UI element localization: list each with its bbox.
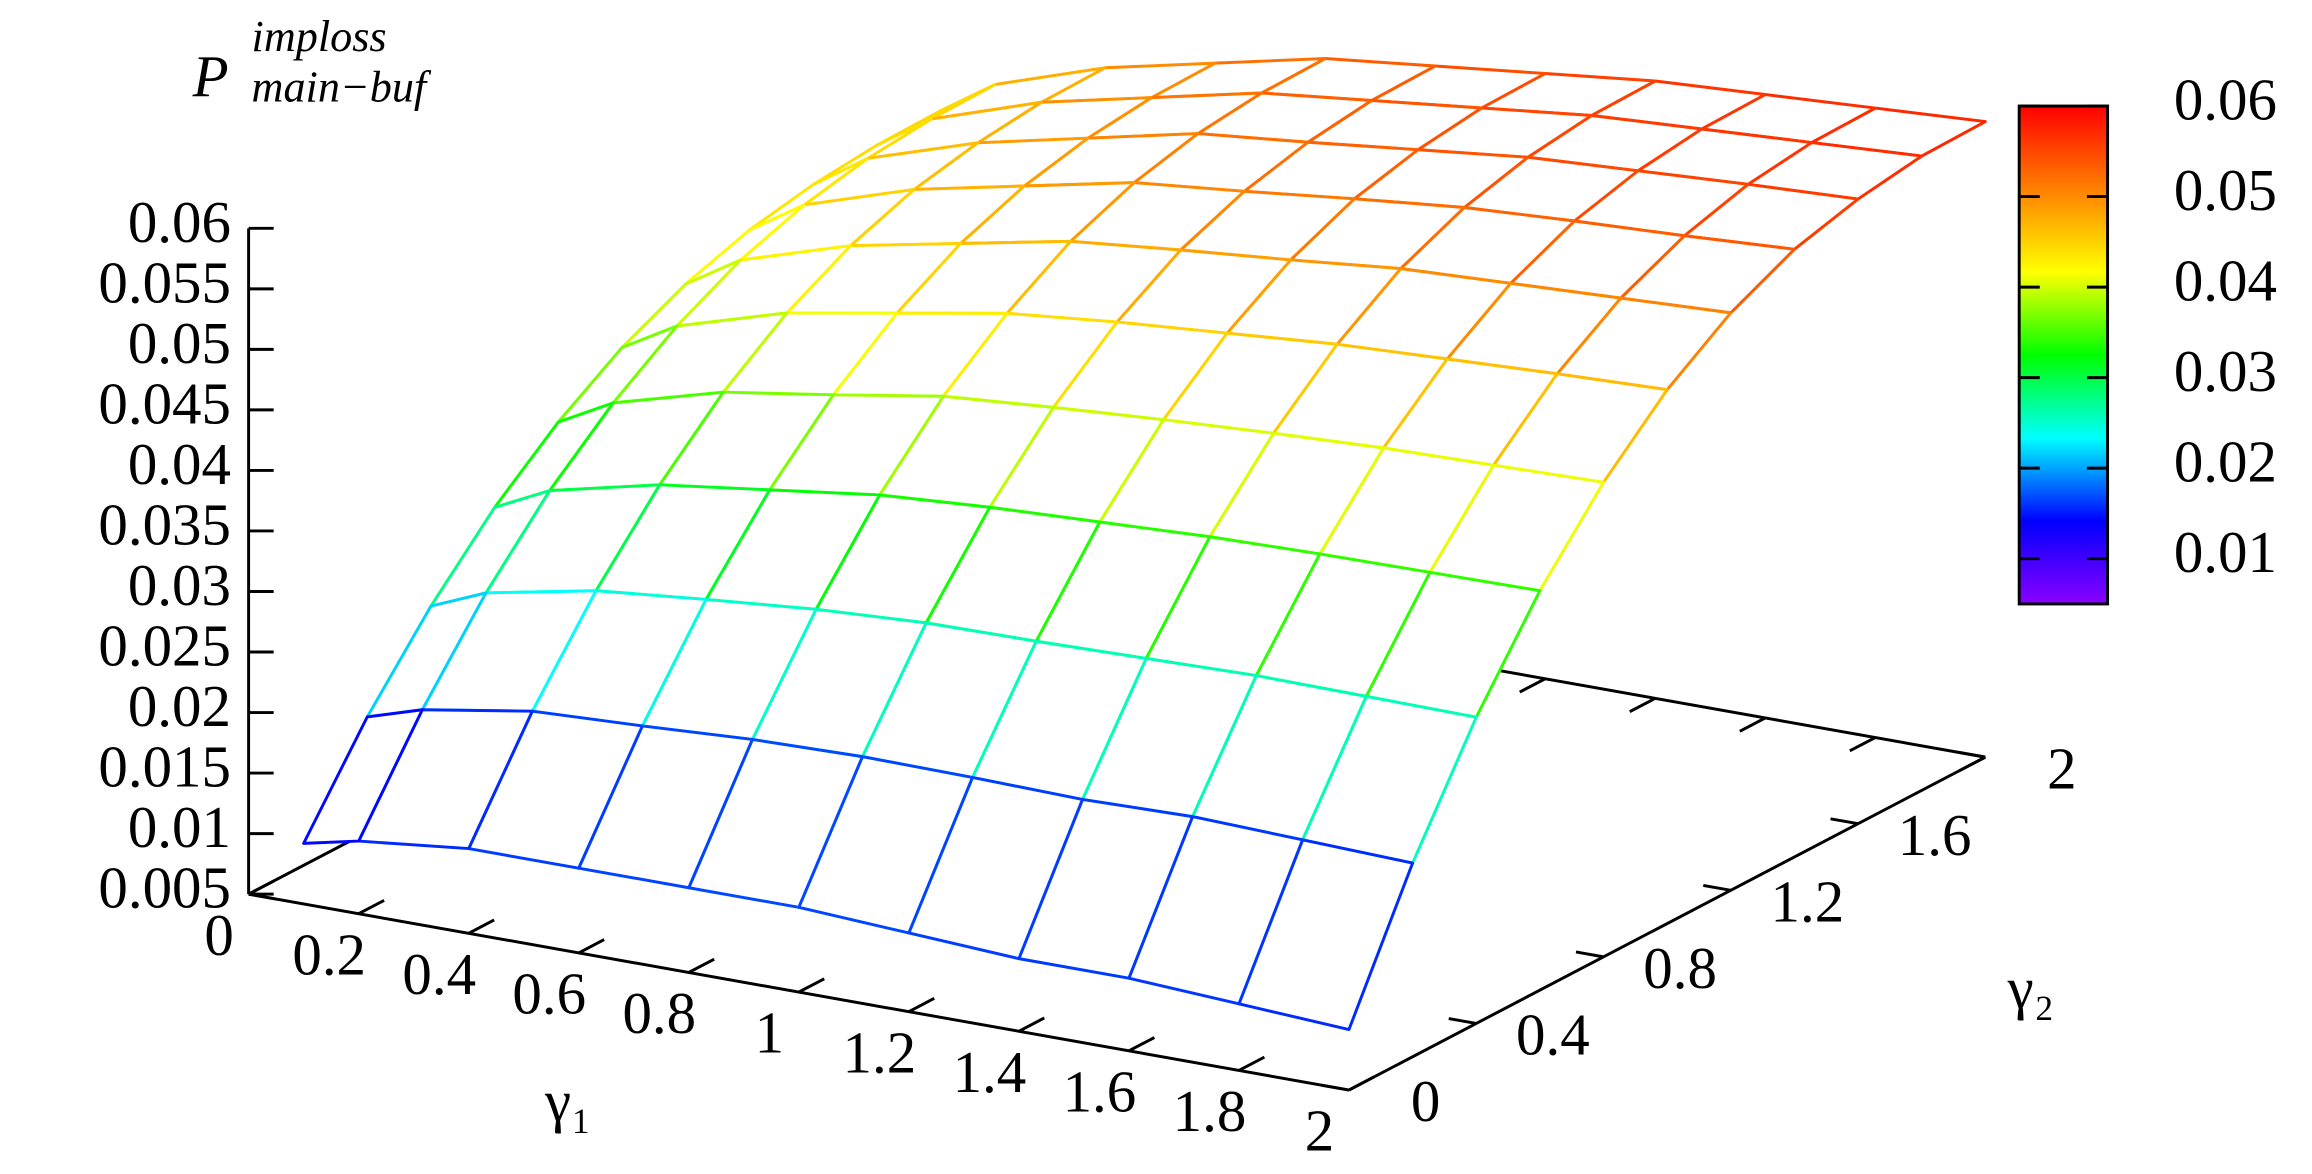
x-tick-mirror: [1629, 697, 1656, 713]
x-tick-label: 1.4: [953, 1039, 1027, 1105]
x-tick: [908, 997, 935, 1013]
x-tick: [247, 879, 275, 896]
z-tick-label: 0.06: [128, 189, 231, 255]
x-tick: [1238, 1055, 1266, 1072]
z-tick-label: 0.01: [128, 794, 231, 860]
y-tick: [1957, 750, 1986, 759]
colorbar-tick-label: 0.01: [2174, 519, 2277, 585]
x-tick-label: 0.4: [402, 941, 476, 1007]
colorbar-tick-label: 0.03: [2174, 338, 2277, 404]
z-label-sup: imploss: [252, 12, 387, 61]
y-tick: [1321, 1083, 1350, 1092]
x-tick-label: 0.6: [512, 961, 586, 1027]
colorbar-tick-label: 0.02: [2174, 429, 2277, 495]
surface-cell: [302, 708, 424, 845]
y-tick-label: 2: [2047, 735, 2076, 801]
z-tick-label: 0.015: [98, 734, 231, 800]
x-tick-label: 1.6: [1063, 1059, 1137, 1125]
x-tick-label: 0.2: [292, 921, 366, 987]
y-tick: [1830, 817, 1859, 826]
y-axis-label: γ₂: [2007, 955, 2055, 1021]
y-axis-line: [1348, 755, 1986, 1092]
x-tick-label: 0.8: [622, 980, 696, 1046]
x-tick: [357, 899, 385, 916]
colorbar-tick-label: 0.05: [2174, 157, 2277, 223]
y-tick: [1703, 883, 1732, 892]
z-label-sub: main−buf: [252, 62, 432, 111]
colorbar-tick-label: 0.06: [2174, 67, 2277, 133]
y-tick-label: 0.4: [1516, 1002, 1590, 1068]
x-tick-mirror: [1849, 736, 1876, 753]
z-tick-label: 0.03: [128, 552, 231, 618]
z-tick-label: 0.005: [98, 855, 231, 921]
x-tick: [468, 918, 495, 935]
colorbar: [2017, 104, 2110, 606]
y-tick-mirror: [248, 892, 277, 901]
surface: [302, 57, 1987, 1031]
y-tick: [1448, 1017, 1477, 1025]
z-tick-label: 0.02: [128, 673, 231, 739]
y-tick-label: 0.8: [1643, 935, 1717, 1001]
z-axis-label: Pimploss main−buf: [192, 12, 432, 111]
colorbar-tick-label: 0.04: [2174, 248, 2277, 314]
x-tick-label: 2: [1305, 1098, 1334, 1164]
x-tick-label: 1.2: [843, 1019, 917, 1085]
y-tick-label: 1.2: [1771, 868, 1845, 934]
x-tick: [1018, 1016, 1045, 1033]
z-tick-label: 0.05: [128, 310, 231, 376]
x-tick: [1348, 1075, 1376, 1092]
y-tick-label: 0: [1411, 1068, 1440, 1134]
x-axis-label: γ₁: [544, 1068, 592, 1134]
x-tick: [578, 938, 605, 955]
z-tick-label: 0.025: [98, 613, 231, 679]
y-tick-label: 1.6: [1898, 802, 1972, 868]
x-tick-mirror: [1519, 677, 1546, 694]
z-tick-label: 0.045: [98, 370, 231, 436]
x-tick-mirror: [1959, 755, 1986, 772]
z-label-base: P: [192, 43, 229, 109]
x-tick-label: 1: [755, 1000, 784, 1066]
x-tick: [688, 957, 715, 974]
x-tick: [1128, 1036, 1156, 1053]
z-tick-label: 0.04: [128, 431, 231, 497]
z-tick-label: 0.035: [98, 491, 231, 557]
x-tick-label: 0: [204, 902, 233, 968]
y-tick: [1575, 950, 1604, 959]
z-tick-label: 0.055: [98, 249, 231, 315]
x-tick-mirror: [1739, 716, 1766, 733]
x-tick: [798, 977, 825, 994]
x-tick-label: 1.8: [1173, 1078, 1247, 1144]
